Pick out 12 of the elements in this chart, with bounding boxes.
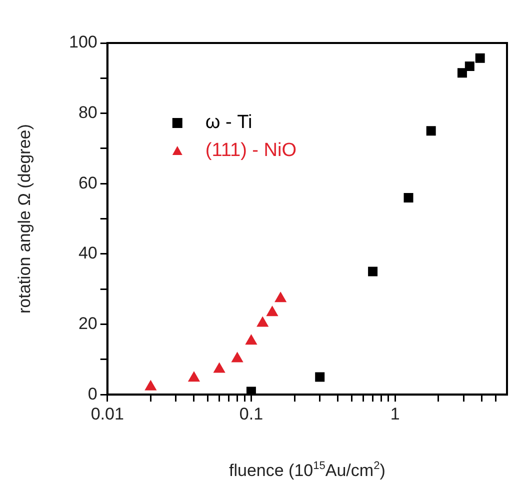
x-tick-label: 0.1 (239, 404, 264, 424)
legend-label: (111) - NiO (205, 140, 297, 162)
y-tick-label: 40 (78, 244, 98, 263)
y-tick-label: 80 (78, 103, 98, 122)
legend-label: ω - Ti (205, 112, 252, 134)
x-tick-label: 0.01 (90, 404, 124, 424)
y-tick-label: 60 (78, 173, 98, 192)
y-axis-title: rotation angle Ω (degree) (15, 124, 34, 314)
x-tick-label: 1 (390, 404, 400, 424)
y-tick-label: 20 (78, 314, 98, 333)
y-tick-label: 0 (88, 384, 98, 404)
y-tick-label: 100 (68, 32, 98, 52)
